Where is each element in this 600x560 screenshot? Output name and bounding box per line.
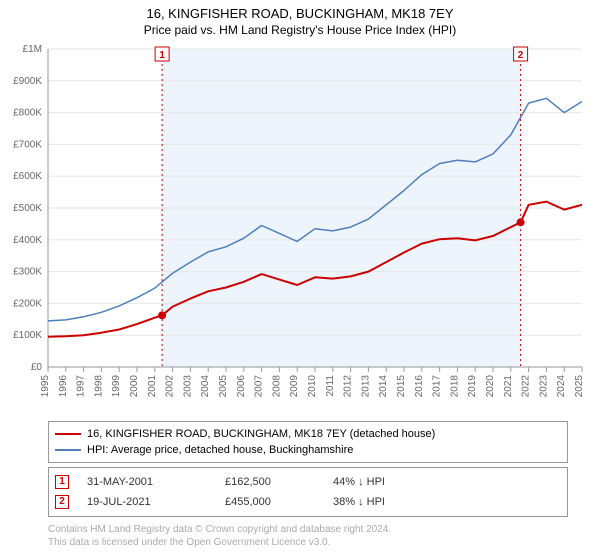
event-price: £455,000 (225, 492, 315, 512)
svg-text:2018: 2018 (449, 375, 460, 398)
legend-swatch (55, 433, 81, 435)
chart-svg: £0 £100K £200K £300K £400K £500K £600K £700K £80… (0, 39, 600, 419)
title-block: 16, KINGFISHER ROAD, BUCKINGHAM, MK18 7E… (0, 0, 600, 39)
svg-text:£600K: £600K (13, 171, 42, 182)
event-date: 31-MAY-2001 (87, 472, 207, 492)
svg-text:2010: 2010 (307, 375, 318, 398)
chart-subtitle: Price paid vs. HM Land Registry's House … (0, 23, 600, 37)
svg-text:£1M: £1M (23, 44, 42, 55)
svg-text:£500K: £500K (13, 203, 42, 214)
svg-text:2020: 2020 (485, 375, 496, 398)
svg-text:2001: 2001 (147, 375, 158, 398)
svg-text:2003: 2003 (182, 375, 193, 398)
svg-text:£200K: £200K (13, 298, 42, 309)
svg-text:2025: 2025 (574, 375, 585, 398)
svg-text:£800K: £800K (13, 108, 42, 119)
event-marker: 2 (55, 495, 69, 509)
svg-text:2019: 2019 (467, 375, 478, 398)
svg-text:£300K: £300K (13, 267, 42, 278)
svg-text:2012: 2012 (343, 375, 354, 398)
svg-text:2016: 2016 (414, 375, 425, 398)
event-price: £162,500 (225, 472, 315, 492)
legend-label: HPI: Average price, detached house, Buck… (87, 442, 353, 458)
svg-text:2015: 2015 (396, 375, 407, 398)
svg-text:2007: 2007 (254, 375, 265, 398)
event-diff: 44% ↓ HPI (333, 472, 423, 492)
event-row: 2 19-JUL-2021 £455,000 38% ↓ HPI (55, 492, 561, 512)
svg-text:1: 1 (159, 50, 165, 61)
svg-text:2017: 2017 (432, 375, 443, 398)
svg-text:2005: 2005 (218, 375, 229, 398)
svg-text:2024: 2024 (556, 375, 567, 398)
legend: 16, KINGFISHER ROAD, BUCKINGHAM, MK18 7E… (48, 421, 568, 463)
svg-text:1996: 1996 (58, 375, 69, 398)
svg-text:2: 2 (518, 50, 524, 61)
svg-text:2006: 2006 (236, 375, 247, 398)
legend-item: 16, KINGFISHER ROAD, BUCKINGHAM, MK18 7E… (55, 426, 561, 442)
svg-text:1997: 1997 (76, 375, 87, 398)
svg-text:1995: 1995 (40, 375, 51, 398)
svg-text:2002: 2002 (165, 375, 176, 398)
svg-text:2023: 2023 (538, 375, 549, 398)
event-marker: 1 (55, 475, 69, 489)
chart-title: 16, KINGFISHER ROAD, BUCKINGHAM, MK18 7E… (0, 6, 600, 21)
event-diff: 38% ↓ HPI (333, 492, 423, 512)
svg-text:2021: 2021 (503, 375, 514, 398)
svg-text:£0: £0 (31, 362, 43, 373)
svg-text:£700K: £700K (13, 139, 42, 150)
svg-text:2004: 2004 (200, 375, 211, 398)
svg-text:2011: 2011 (325, 375, 336, 397)
svg-text:2009: 2009 (289, 375, 300, 398)
footer-line-1: Contains HM Land Registry data © Crown c… (48, 523, 568, 536)
svg-text:£400K: £400K (13, 235, 42, 246)
legend-item: HPI: Average price, detached house, Buck… (55, 442, 561, 458)
svg-text:£100K: £100K (13, 330, 42, 341)
legend-swatch (55, 449, 81, 451)
events-table: 1 31-MAY-2001 £162,500 44% ↓ HPI 2 19-JUL-202… (48, 467, 568, 517)
chart: £0 £100K £200K £300K £400K £500K £600K £700K £80… (0, 39, 600, 419)
svg-text:£900K: £900K (13, 76, 42, 87)
svg-text:1998: 1998 (93, 375, 104, 398)
footer: Contains HM Land Registry data © Crown c… (48, 523, 568, 549)
svg-text:2000: 2000 (129, 375, 140, 398)
svg-text:1999: 1999 (111, 375, 122, 398)
svg-text:2008: 2008 (271, 375, 282, 398)
footer-line-2: This data is licensed under the Open Gov… (48, 536, 568, 549)
legend-label: 16, KINGFISHER ROAD, BUCKINGHAM, MK18 7E… (87, 426, 435, 442)
svg-text:2014: 2014 (378, 375, 389, 398)
event-row: 1 31-MAY-2001 £162,500 44% ↓ HPI (55, 472, 561, 492)
svg-text:2013: 2013 (360, 375, 371, 398)
event-date: 19-JUL-2021 (87, 492, 207, 512)
svg-text:2022: 2022 (521, 375, 532, 398)
